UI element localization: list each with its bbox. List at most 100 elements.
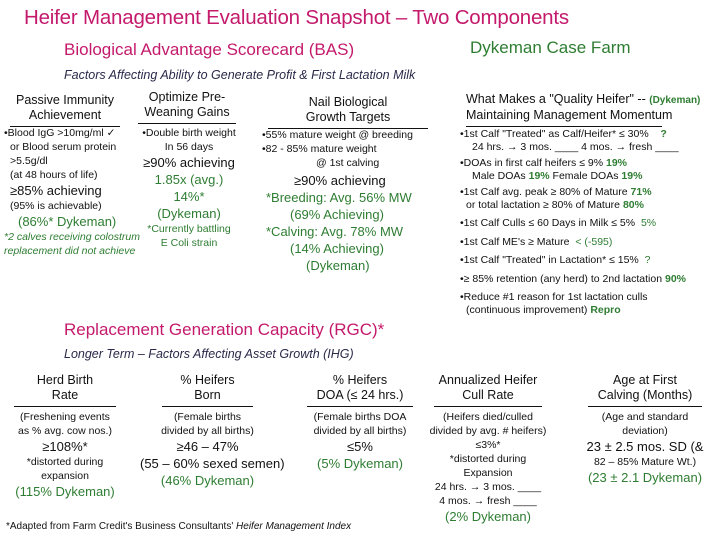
pre-weaning-heading: Optimize Pre- Weaning Gains [138, 90, 236, 124]
criterion-line: In 56 days [164, 141, 214, 153]
dykeman-result: (14% Achieving) [290, 241, 384, 256]
column-heading: % Heifers DOA (≤ 24 hrs.) [307, 373, 413, 407]
dykeman-result: (86%* Dykeman) [18, 214, 117, 229]
heading-line: Age at First [613, 373, 677, 387]
bas-title: Biological Advantage Scorecard (BAS) [64, 40, 355, 59]
list-item: •≥ 85% retention (any herd) to 2nd lacta… [460, 273, 718, 286]
dykeman-result: (Dykeman) [157, 206, 221, 221]
footnote-title: Heifer Management Index [236, 521, 352, 532]
item-value: 5% [640, 217, 657, 229]
heading-line: Nail Biological [308, 95, 388, 109]
farm-name: Dykeman Case Farm [470, 38, 631, 57]
dykeman-result: (115% Dykeman) [15, 484, 115, 499]
dykeman-result: *Calving: Avg. 78% MW [266, 224, 404, 239]
note-line: 82 – 85% Mature Wt.) [593, 456, 697, 468]
rgc-column-heifer-cull-rate: Annualized Heifer Cull Rate (Heifers die… [428, 373, 548, 525]
rgc-column-heifers-doa: % Heifers DOA (≤ 24 hrs.) (Female births… [305, 373, 415, 472]
dykeman-result: (23 ± 2.1 Dykeman) [587, 470, 703, 485]
dykeman-result: (Dykeman) [306, 258, 370, 273]
note: (95% is achievable) [10, 200, 102, 212]
footnote-line: *2 calves receiving colostrum [4, 231, 140, 243]
target: ≥85% achieving [10, 183, 102, 198]
item-text: •1st Calf ME's ≥ Mature [460, 235, 570, 248]
dykeman-result: *Breeding: Avg. 56% MW [266, 190, 412, 205]
item-value: 19% [605, 157, 627, 169]
value: 19% [528, 169, 550, 182]
growth-targets-heading: Nail Biological Growth Targets [268, 95, 428, 129]
desc-line: (Heifers died/culled [443, 411, 533, 423]
target: ≤5% [347, 439, 373, 454]
dykeman-result: (5% Dykeman) [317, 456, 403, 471]
label: Female DOAs [552, 169, 619, 182]
item-text: •1st Calf Culls ≤ 60 Days in Milk ≤ 5% [460, 217, 636, 229]
list-item: •DOAs in first calf heifers ≤ 9% 19% [460, 157, 718, 170]
passive-immunity-heading: Passive Immunity Achievement [10, 93, 120, 127]
list-item: •1st Calf avg. peak ≥ 80% of Mature 71% [460, 186, 718, 199]
note-line: (55 – 60% sexed semen) [140, 456, 285, 471]
note-line: *distorted during [26, 456, 104, 468]
dykeman-result: (46% Dykeman) [160, 473, 255, 488]
criterion-line: (at 48 hours of life) [10, 169, 98, 181]
desc-line: as % avg. cow nos.) [18, 425, 112, 437]
heading-line: Maintaining Management Momentum [466, 108, 672, 127]
item-value: ? [660, 128, 667, 140]
item-text: or total lactation ≥ 80% of Mature [466, 198, 621, 211]
list-item: •1st Calf "Treated" as Calf/Heifer* ≤ 30… [460, 128, 718, 141]
dykeman-result: (2% Dykeman) [445, 509, 531, 524]
desc-line: (Age and standard [601, 411, 689, 423]
list-item: •1st Calf "Treated" in Lactation* ≤ 15% … [460, 254, 718, 267]
note-line: 4 mos. → fresh ____ [439, 495, 537, 507]
footnote-text: *Adapted from Farm Credit's Business Con… [6, 521, 237, 532]
column-heading: % Heifers Born [162, 373, 253, 407]
page-title: Heifer Management Evaluation Snapshot – … [24, 6, 569, 29]
item-value: Repro [590, 303, 621, 316]
heading-line: DOA (≤ 24 hrs.) [316, 388, 404, 402]
list-item: •Reduce #1 reason for 1st lactation cull… [460, 291, 648, 303]
desc-line: divided by all births) [313, 425, 407, 437]
list-item: •1st Calf ME's ≥ Mature < (-595) [460, 236, 718, 249]
heading-line: Growth Targets [305, 110, 391, 124]
item-text: •1st Calf "Treated" as Calf/Heifer* ≤ 30… [460, 128, 649, 140]
quality-heifer-list: •1st Calf "Treated" as Calf/Heifer* ≤ 30… [460, 128, 718, 316]
heading-line: Weaning Gains [144, 105, 230, 119]
value: 19% [621, 169, 643, 182]
column-heading: Annualized Heifer Cull Rate [434, 373, 542, 407]
note-line: Expansion [463, 467, 513, 479]
heading-line: % Heifers [332, 373, 388, 387]
criterion-line: @ 1st calving [316, 157, 380, 169]
target: ≥90% achieving [143, 155, 235, 170]
heading-line: Optimize Pre- [148, 90, 226, 104]
target: ≤3%* [475, 439, 501, 451]
item-text: •≥ 85% retention (any herd) to 2nd lacta… [460, 272, 663, 285]
note-line: expansion [41, 470, 89, 482]
heading-line: Rate [51, 388, 79, 402]
target: ≥90% achieving [294, 173, 386, 188]
growth-targets-section: •55% mature weight @ breeding •82 - 85% … [262, 128, 442, 274]
heading-line: % Heifers [180, 373, 235, 387]
heading-line: Cull Rate [462, 388, 514, 402]
dykeman-result: 1.85x (avg.) [154, 172, 224, 187]
criterion-line: •Double birth weight [142, 127, 236, 139]
note-line: 24 hrs. → 3 mos. ____ [434, 481, 542, 493]
heading-line: Herd Birth [36, 373, 94, 387]
dykeman-result: 14%* [173, 189, 205, 204]
item-value: 80% [622, 198, 644, 211]
item-value: 71% [630, 186, 652, 198]
desc-line: divided by all births) [161, 425, 254, 437]
desc-line: (Freshening events [20, 411, 110, 423]
note-line: *distorted during [449, 453, 527, 465]
desc-line: deviation) [622, 425, 668, 437]
criterion-line: •Blood IgG >10mg/ml ✓ [4, 127, 116, 139]
label: Male DOAs [472, 169, 526, 182]
dykeman-note: *Currently battling [147, 223, 231, 235]
item-value: 90% [664, 272, 686, 285]
rgc-subtitle: Longer Term – Factors Affecting Asset Gr… [64, 347, 354, 361]
criterion-line: >5.5g/dl [10, 155, 48, 167]
column-heading: Age at First Calving (Months) [588, 373, 702, 407]
item-text: •1st Calf "Treated" in Lactation* ≤ 15% [460, 254, 639, 266]
footnote-line: replacement did not achieve [4, 245, 136, 257]
target: ≥46 – 47% [176, 439, 239, 454]
item-text: •DOAs in first calf heifers ≤ 9% [460, 157, 604, 169]
item-text: (continuous improvement) [466, 303, 588, 316]
heading-line: What Makes a "Quality Heifer" -- [466, 92, 646, 106]
